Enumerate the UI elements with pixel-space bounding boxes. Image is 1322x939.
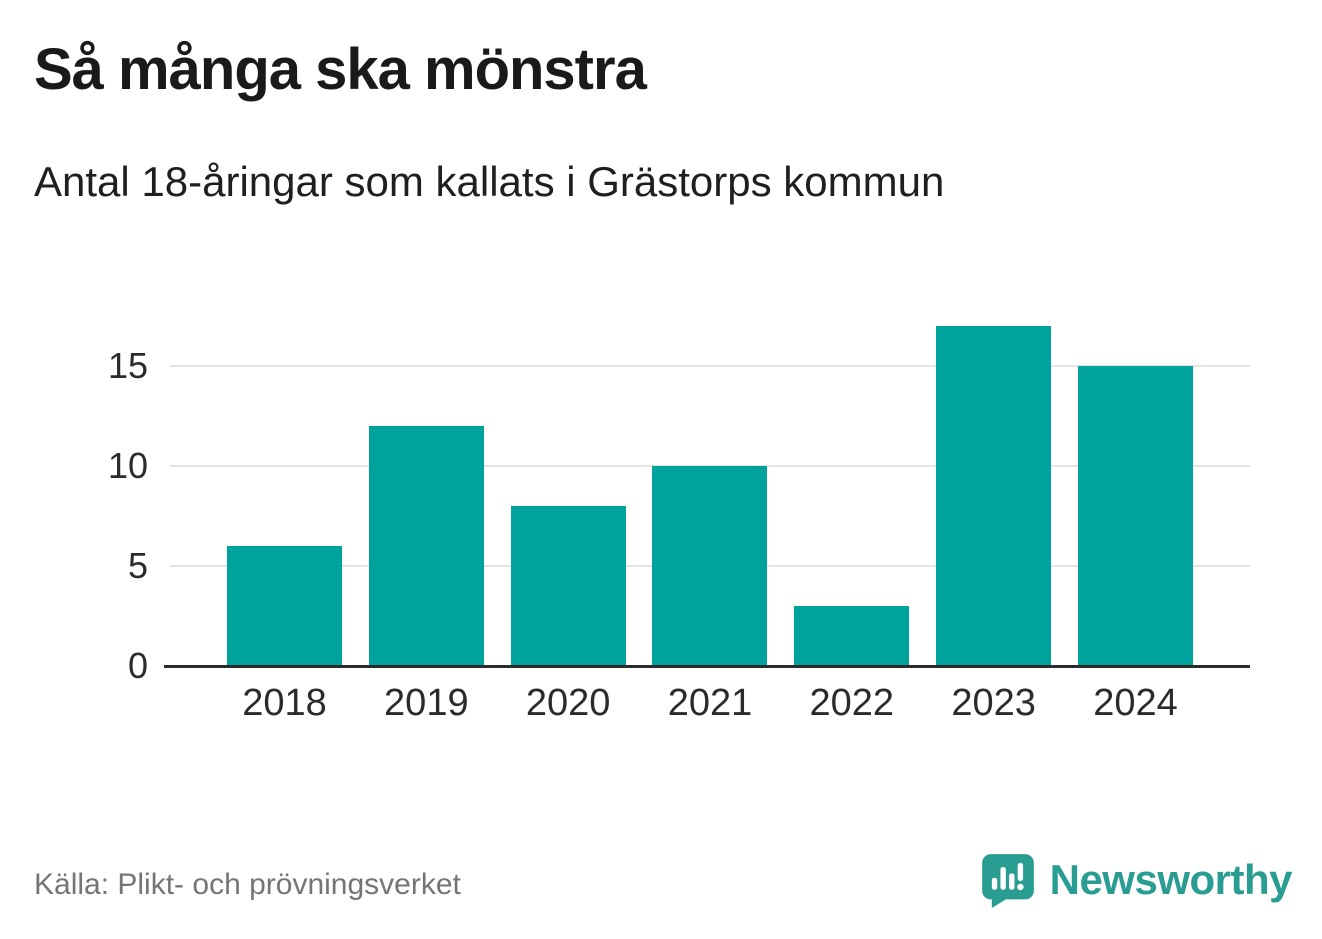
- bar-2019: [368, 426, 484, 666]
- x-axis-label-2020: 2020: [525, 682, 611, 724]
- y-axis-tick-label: 0: [127, 645, 148, 686]
- y-axis-tick-label: 10: [107, 445, 148, 486]
- x-axis-label-2022: 2022: [809, 682, 895, 724]
- gridline: [170, 365, 1250, 367]
- bar-2024: [1077, 366, 1193, 666]
- bar-2022: [794, 606, 910, 666]
- newsworthy-logo-icon: [981, 854, 1034, 908]
- bar-2020: [510, 506, 626, 666]
- x-axis-label-2018: 2018: [242, 682, 327, 724]
- brand-lockup: Newsworthy: [980, 852, 1293, 908]
- x-axis-label-2021: 2021: [667, 682, 753, 724]
- chart-title: Så många ska mönstra: [34, 37, 647, 102]
- brand-name: Newsworthy: [1049, 856, 1293, 903]
- chart-subtitle: Antal 18-åringar som kallats i Grästorps…: [34, 158, 945, 205]
- x-axis-labels: 2018 2019 2020 2021 2022 2023 2024: [170, 682, 1250, 725]
- bars-container: [170, 316, 1250, 666]
- plot-area: 2018 2019 2020 2021 2022 2023 2024 0 5 10 15: [108, 316, 1250, 724]
- bar-2023: [936, 326, 1052, 666]
- x-axis-label-2024: 2024: [1093, 682, 1178, 724]
- y-axis-tick-label: 5: [127, 545, 148, 586]
- x-axis-line: [164, 665, 1250, 668]
- source-note: Källa: Plikt- och prövningsverket: [34, 868, 461, 901]
- bar-2018: [227, 546, 342, 666]
- x-axis-label-2023: 2023: [951, 682, 1036, 724]
- bar-2021: [652, 466, 768, 666]
- x-axis-label-2019: 2019: [384, 682, 469, 724]
- y-axis-tick-label: 15: [107, 345, 148, 386]
